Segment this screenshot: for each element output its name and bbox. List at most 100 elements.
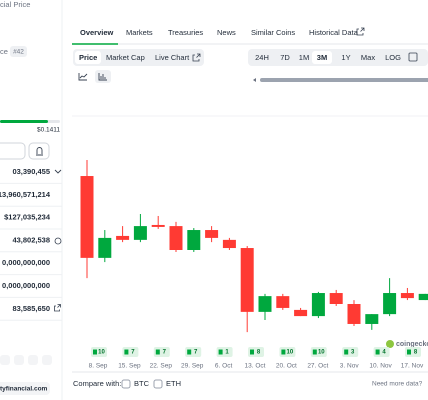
badge-icon	[155, 349, 160, 355]
link-icon[interactable]	[54, 304, 61, 312]
candle-body	[205, 230, 219, 238]
range-button[interactable]: 7D	[280, 53, 290, 62]
x-tick-label: 10. Nov	[369, 363, 392, 370]
badge-icon	[312, 349, 317, 355]
badge-icon	[344, 349, 349, 355]
candle-body	[240, 248, 254, 312]
candle-icon	[98, 73, 107, 81]
badge-count: 10	[318, 350, 325, 356]
x-tick-label: 27. Oct	[307, 363, 328, 370]
x-tick-label: 6. Oct	[215, 363, 233, 370]
active-range	[312, 51, 332, 64]
tab[interactable]: Treasuries	[168, 28, 203, 37]
info-icon[interactable]	[54, 237, 62, 245]
icon-button[interactable]	[14, 355, 24, 365]
stat-value: 13,960,571,214	[0, 190, 51, 199]
chart-button[interactable]: Price	[79, 53, 97, 62]
link-icon	[192, 53, 201, 62]
checkbox[interactable]	[121, 379, 131, 389]
badge-icon	[250, 349, 254, 355]
badge-count: 7	[194, 350, 198, 356]
candle-body	[400, 293, 414, 299]
x-tick-label: 29. Sep	[181, 363, 204, 370]
badge-count: 3	[351, 350, 355, 356]
candle-body	[418, 293, 428, 301]
range-toggle	[248, 49, 428, 66]
badge-count: 4	[382, 350, 386, 356]
compare-option[interactable]: BTC	[134, 379, 150, 388]
x-tick-label: 13. Oct	[245, 363, 266, 370]
candle-body	[187, 230, 201, 250]
link-icon	[356, 27, 365, 36]
tab[interactable]: Historical Data	[309, 28, 359, 37]
badge-count: 8	[257, 350, 261, 356]
stat-value: 0,000,000,000	[2, 281, 50, 290]
range-button[interactable]: 1Y	[341, 53, 350, 62]
candle-body	[347, 304, 361, 324]
candle-body	[383, 293, 397, 315]
compare-option[interactable]: ETH	[166, 379, 181, 388]
rank-label: ce	[0, 47, 8, 56]
page-title: cial Price	[0, 0, 30, 9]
tab[interactable]: Markets	[126, 28, 153, 37]
badge-count: 10	[287, 350, 294, 356]
candle-body	[98, 237, 112, 258]
badge-icon	[281, 349, 286, 355]
icon-button[interactable]	[28, 355, 38, 365]
rank: #42	[13, 49, 24, 56]
watermark: coingecko	[396, 341, 428, 348]
range-button[interactable]: 24H	[255, 53, 269, 62]
badge-icon	[375, 349, 380, 355]
candle-body	[80, 176, 94, 258]
stat-value: 43,802,538	[12, 235, 50, 244]
badge-icon	[218, 349, 223, 355]
chart-button[interactable]: Live Chart	[155, 53, 190, 62]
x-tick-label: 22. Sep	[150, 363, 173, 370]
badge-count: 1	[225, 350, 229, 356]
watermark-logo	[386, 340, 394, 348]
x-tick-label: 8. Sep	[89, 363, 108, 370]
badge-icon	[407, 349, 411, 355]
website-chip[interactable]	[0, 382, 50, 395]
candle-body	[276, 296, 290, 308]
candle-body	[258, 296, 272, 312]
range-button[interactable]: 3M	[317, 53, 327, 62]
stat-value: 0,000,000,000	[2, 258, 50, 267]
tab[interactable]: Overview	[80, 28, 114, 37]
x-tick-label: 17. Nov	[401, 363, 424, 370]
compare-label: Compare with:	[73, 379, 121, 388]
badge-icon	[93, 349, 97, 355]
tab[interactable]: Similar Coins	[251, 28, 295, 37]
candle-body	[133, 226, 147, 240]
badge-count: 10	[98, 350, 105, 356]
badge-count: 7	[163, 350, 167, 356]
range-button[interactable]: Max	[361, 53, 375, 62]
rank-badge	[10, 46, 27, 57]
range-button[interactable]: 1M	[299, 53, 309, 62]
tab[interactable]: News	[217, 28, 236, 37]
price: $0.1411	[37, 127, 60, 134]
stat-value: 03,390,455	[12, 167, 50, 176]
line-icon[interactable]	[78, 73, 88, 81]
candle-body	[365, 314, 379, 324]
chart-button[interactable]: Market Cap	[106, 53, 145, 62]
alert-button[interactable]	[28, 142, 50, 160]
checkbox[interactable]	[153, 379, 163, 389]
x-tick-label: 15. Sep	[118, 363, 141, 370]
scroll-arrow[interactable]	[253, 78, 256, 82]
icon-button[interactable]	[0, 355, 10, 365]
icon-button[interactable]	[42, 355, 52, 365]
scrollbar[interactable]	[260, 78, 428, 82]
chevron[interactable]	[54, 169, 62, 174]
stat-value: $127,035,234	[4, 213, 51, 222]
stat-value: 83,585,650	[12, 304, 50, 313]
calendar-icon[interactable]	[408, 52, 418, 62]
range-button[interactable]: LOG	[385, 53, 401, 62]
amount-input[interactable]	[0, 142, 26, 160]
candle-body	[329, 293, 343, 304]
candle-body	[151, 224, 165, 227]
badge-icon	[187, 349, 192, 355]
candle-body	[294, 309, 308, 317]
